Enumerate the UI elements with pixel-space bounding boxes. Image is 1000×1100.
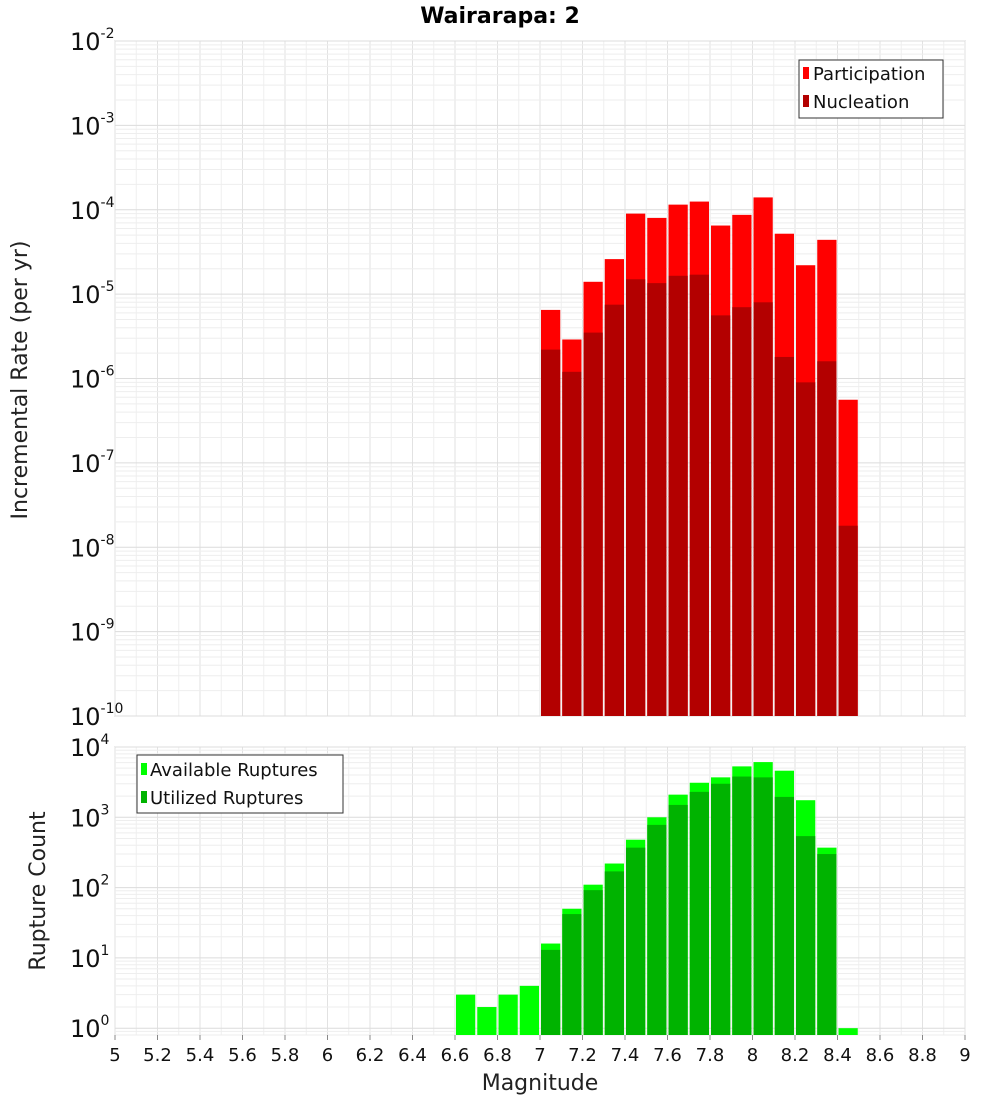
top-legend: Participation Nucleation bbox=[798, 59, 944, 119]
top-y-axis-label: Incremental Rate (per yr) bbox=[8, 241, 33, 520]
x-tick-label: 6.6 bbox=[441, 1045, 470, 1066]
bar-available-ruptures bbox=[456, 994, 476, 1035]
x-tick-label: 8 bbox=[747, 1045, 758, 1066]
bar-utilized-ruptures bbox=[668, 804, 688, 1035]
legend-label-available: Available Ruptures bbox=[150, 760, 318, 781]
bar-nucleation bbox=[711, 315, 731, 716]
bar-nucleation bbox=[626, 279, 646, 716]
legend-swatch-participation bbox=[803, 67, 809, 79]
x-tick-label: 6.2 bbox=[356, 1045, 385, 1066]
top-bars bbox=[541, 197, 858, 717]
bar-utilized-ruptures bbox=[774, 796, 794, 1035]
legend-swatch-available bbox=[141, 763, 147, 775]
y-tick-label: 10-2 bbox=[70, 26, 115, 56]
bar-nucleation bbox=[689, 274, 709, 716]
bar-nucleation bbox=[732, 307, 752, 716]
x-tick-label: 8.4 bbox=[823, 1045, 852, 1066]
y-tick-label: 100 bbox=[70, 1013, 109, 1043]
bar-utilized-ruptures bbox=[817, 854, 837, 1035]
x-tick-label: 7.4 bbox=[611, 1045, 640, 1066]
y-tick-label: 102 bbox=[70, 873, 109, 903]
x-tick-label: 7 bbox=[534, 1045, 545, 1066]
x-tick-label: 8.8 bbox=[908, 1045, 937, 1066]
bottom-y-axis-label: Rupture Count bbox=[26, 811, 51, 971]
x-tick-label: 6 bbox=[322, 1045, 333, 1066]
bottom-legend-box bbox=[136, 754, 344, 814]
bar-nucleation bbox=[562, 371, 582, 716]
y-tick-label: 10-9 bbox=[70, 617, 115, 647]
bar-utilized-ruptures bbox=[604, 871, 624, 1035]
bar-nucleation bbox=[817, 361, 837, 716]
x-axis-label: Magnitude bbox=[482, 1071, 599, 1096]
bar-utilized-ruptures bbox=[753, 777, 773, 1035]
bar-available-ruptures bbox=[498, 994, 518, 1035]
x-tick-label: 5.8 bbox=[271, 1045, 300, 1066]
bottom-x-ticks: 5 5.2 5.4 5.6 5.8 6 6.2 6.4 6.6 6.8 7 7.2 7.4 7.6 7.8 8… bbox=[109, 1035, 971, 1066]
y-tick-label: 10-4 bbox=[70, 195, 115, 225]
x-tick-label: 5.6 bbox=[228, 1045, 257, 1066]
x-tick-label: 6.8 bbox=[483, 1045, 512, 1066]
x-tick-label: 7.2 bbox=[568, 1045, 597, 1066]
bar-nucleation bbox=[583, 332, 603, 716]
chart-title: Wairarapa: 2 bbox=[420, 4, 580, 29]
bar-nucleation bbox=[604, 304, 624, 716]
bar-utilized-ruptures bbox=[689, 791, 709, 1035]
top-panel: 10-2 10-3 10-4 10-5 10-6 10-7 10-8 10-9 10-10 In… bbox=[8, 26, 966, 731]
y-tick-label: 101 bbox=[70, 943, 109, 973]
x-tick-label: 5 bbox=[109, 1045, 120, 1066]
legend-label-utilized: Utilized Ruptures bbox=[150, 788, 303, 809]
y-tick-label: 10-5 bbox=[70, 279, 115, 309]
bar-nucleation bbox=[753, 302, 773, 716]
y-tick-label: 10-7 bbox=[70, 448, 115, 478]
bar-utilized-ruptures bbox=[626, 847, 646, 1035]
legend-swatch-nucleation bbox=[803, 95, 809, 107]
legend-swatch-utilized bbox=[141, 791, 147, 803]
y-tick-label: 10-6 bbox=[70, 364, 115, 394]
bar-utilized-ruptures bbox=[541, 949, 561, 1035]
legend-label-nucleation: Nucleation bbox=[813, 92, 909, 113]
x-tick-label: 7.6 bbox=[653, 1045, 682, 1066]
bottom-panel: 104 103 102 101 100 5 5.2 5.4 5.6 5.8 6 6.2 6.4 6.6 6… bbox=[26, 732, 971, 1096]
top-grid bbox=[114, 40, 966, 717]
y-tick-label: 104 bbox=[70, 732, 110, 762]
x-tick-label: 8.6 bbox=[866, 1045, 895, 1066]
bar-nucleation bbox=[541, 349, 561, 716]
bar-nucleation bbox=[796, 382, 816, 716]
legend-label-participation: Participation bbox=[813, 64, 925, 85]
bar-nucleation bbox=[838, 525, 858, 716]
y-tick-label: 103 bbox=[70, 802, 109, 832]
x-tick-label: 8.2 bbox=[781, 1045, 810, 1066]
bar-utilized-ruptures bbox=[711, 783, 731, 1035]
bar-nucleation bbox=[668, 275, 688, 716]
bar-utilized-ruptures bbox=[796, 836, 816, 1035]
bottom-legend: Available Ruptures Utilized Ruptures bbox=[136, 754, 344, 814]
bottom-y-ticks: 104 103 102 101 100 bbox=[70, 732, 110, 1043]
y-tick-label: 10-10 bbox=[70, 701, 123, 731]
top-y-ticks: 10-2 10-3 10-4 10-5 10-6 10-7 10-8 10-9 10-10 bbox=[70, 26, 123, 731]
x-tick-label: 7.8 bbox=[696, 1045, 725, 1066]
bar-nucleation bbox=[774, 356, 794, 716]
x-tick-label: 6.4 bbox=[398, 1045, 427, 1066]
x-tick-label: 5.2 bbox=[143, 1045, 172, 1066]
y-tick-label: 10-3 bbox=[70, 110, 115, 140]
y-tick-label: 10-8 bbox=[70, 532, 115, 562]
bar-utilized-ruptures bbox=[647, 824, 667, 1035]
bar-available-ruptures bbox=[519, 985, 539, 1035]
bottom-bars bbox=[456, 762, 858, 1035]
bar-utilized-ruptures bbox=[583, 890, 603, 1035]
bar-nucleation bbox=[647, 283, 667, 716]
top-legend-box bbox=[798, 59, 944, 119]
bar-utilized-ruptures bbox=[732, 776, 752, 1035]
x-tick-label: 9 bbox=[959, 1045, 970, 1066]
bar-available-ruptures bbox=[838, 1028, 858, 1035]
x-tick-label: 5.4 bbox=[186, 1045, 215, 1066]
bar-utilized-ruptures bbox=[562, 914, 582, 1035]
bar-available-ruptures bbox=[477, 1007, 497, 1035]
